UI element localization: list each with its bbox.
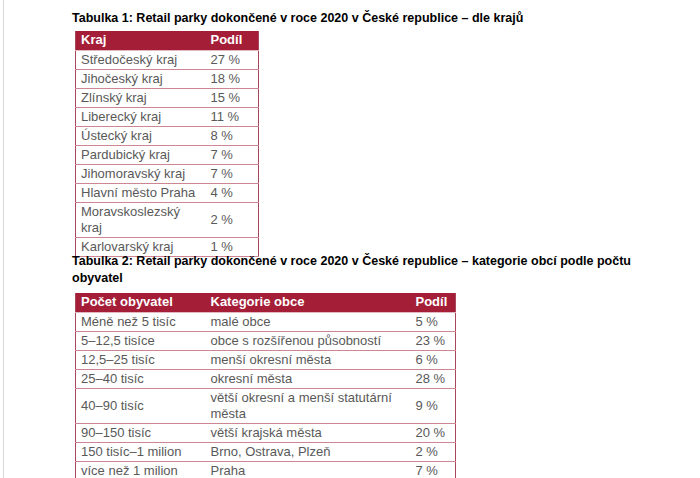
table-cell: 12,5–25 tisíc (76, 350, 206, 369)
table-cell: 15 % (206, 88, 259, 107)
header-row: KrajPodíl (76, 31, 259, 50)
table-cell: obce s rozšířenou působností (206, 331, 411, 350)
table-row: Jihomoravský kraj7 % (76, 164, 259, 183)
table-cell: Středočeský kraj (76, 50, 206, 69)
table-row: Liberecký kraj11 % (76, 107, 259, 126)
table-cell: Méně než 5 tisíc (76, 312, 206, 331)
table-row: 40–90 tisícvětší okresní a menší statutá… (76, 388, 456, 423)
table-row: 90–150 tisícvětší krajská města20 % (76, 423, 456, 442)
table-cell: Moravskoslezský kraj (76, 202, 206, 237)
table-cell: 2 % (411, 442, 456, 461)
column-header: Podíl (411, 293, 456, 312)
table-cell: Pardubický kraj (76, 145, 206, 164)
table-row: Hlavní město Praha4 % (76, 183, 259, 202)
table-cell: Jihočeský kraj (76, 69, 206, 88)
table-cell: 28 % (411, 369, 456, 388)
column-header: Podíl (206, 31, 259, 50)
table-cell: Praha (206, 461, 411, 478)
table-row: 12,5–25 tisícmenší okresní města6 % (76, 350, 456, 369)
table2-municipality-categories: Počet obyvatelKategorie obcePodílMéně ne… (75, 293, 456, 478)
table-row: Zlínský kraj15 % (76, 88, 259, 107)
table-row: 25–40 tisícokresní města28 % (76, 369, 456, 388)
table1-title: Tabulka 1: Retail parky dokončené v roce… (72, 10, 672, 27)
column-header: Kraj (76, 31, 206, 50)
table-row: Pardubický kraj7 % (76, 145, 259, 164)
table2-title: Tabulka 2: Retail parky dokončené v roce… (72, 253, 684, 287)
table-cell: 6 % (411, 350, 456, 369)
table-cell: větší krajská města (206, 423, 411, 442)
table-cell: 7 % (411, 461, 456, 478)
table-cell: Hlavní město Praha (76, 183, 206, 202)
table-row: 5–12,5 tisíceobce s rozšířenou působnost… (76, 331, 456, 350)
table-cell: 5 % (411, 312, 456, 331)
table-cell: 20 % (411, 423, 456, 442)
table-row: Středočeský kraj27 % (76, 50, 259, 69)
table-cell: 27 % (206, 50, 259, 69)
table-cell: Jihomoravský kraj (76, 164, 206, 183)
table-cell: 4 % (206, 183, 259, 202)
table-cell: 11 % (206, 107, 259, 126)
table-cell: menší okresní města (206, 350, 411, 369)
table-cell: 25–40 tisíc (76, 369, 206, 388)
table-cell: 9 % (411, 388, 456, 423)
table-cell: větší okresní a menší statutární města (206, 388, 411, 423)
table-row: 150 tisíc–1 milionBrno, Ostrava, Plzeň2 … (76, 442, 456, 461)
table-cell: 40–90 tisíc (76, 388, 206, 423)
table-cell: Brno, Ostrava, Plzeň (206, 442, 411, 461)
table-cell: 150 tisíc–1 milion (76, 442, 206, 461)
table-row: Méně než 5 tisícmalé obce5 % (76, 312, 456, 331)
table-cell: 2 % (206, 202, 259, 237)
table-row: Ústecký kraj8 % (76, 126, 259, 145)
table-cell: 7 % (206, 164, 259, 183)
table-cell: 7 % (206, 145, 259, 164)
table-cell: Liberecký kraj (76, 107, 206, 126)
table-cell: 90–150 tisíc (76, 423, 206, 442)
table-cell: 23 % (411, 331, 456, 350)
column-header: Počet obyvatel (76, 293, 206, 312)
table-cell: 5–12,5 tisíce (76, 331, 206, 350)
table-cell: Ústecký kraj (76, 126, 206, 145)
column-header: Kategorie obce (206, 293, 411, 312)
table-row: více než 1 milionPraha7 % (76, 461, 456, 478)
table-cell: Zlínský kraj (76, 88, 206, 107)
page-left-border (3, 0, 4, 478)
table-cell: malé obce (206, 312, 411, 331)
table-cell: 18 % (206, 69, 259, 88)
table-cell: okresní města (206, 369, 411, 388)
table-row: Moravskoslezský kraj2 % (76, 202, 259, 237)
table1-regions: KrajPodílStředočeský kraj27 %Jihočeský k… (75, 31, 259, 257)
header-row: Počet obyvatelKategorie obcePodíl (76, 293, 456, 312)
table-row: Jihočeský kraj18 % (76, 69, 259, 88)
table-cell: 8 % (206, 126, 259, 145)
table-cell: více než 1 milion (76, 461, 206, 478)
